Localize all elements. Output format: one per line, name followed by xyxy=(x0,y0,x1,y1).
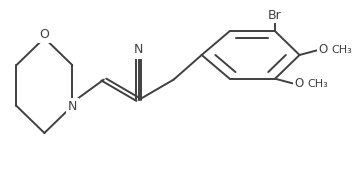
Text: N: N xyxy=(68,100,77,113)
Text: CH₃: CH₃ xyxy=(307,79,328,89)
Text: O: O xyxy=(39,28,49,41)
Text: Br: Br xyxy=(268,9,282,22)
Text: O: O xyxy=(319,43,328,56)
Text: CH₃: CH₃ xyxy=(332,45,352,55)
Text: N: N xyxy=(134,43,144,56)
Text: O: O xyxy=(294,77,303,90)
